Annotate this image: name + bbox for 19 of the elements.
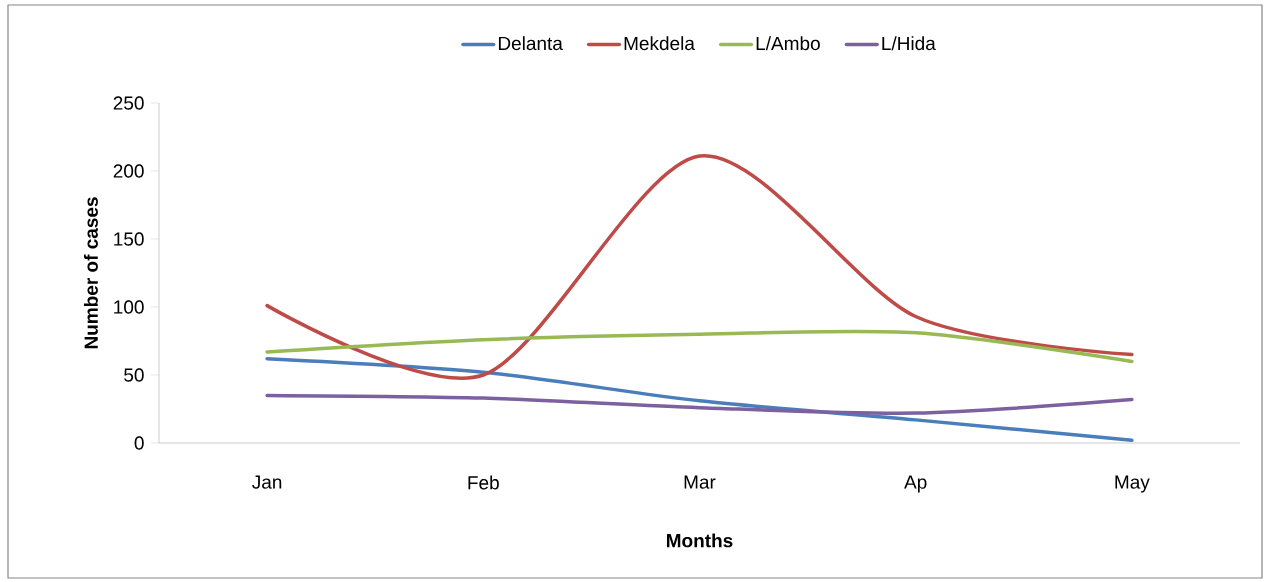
x-tick-label: Ap: [904, 475, 927, 493]
legend-label: Mekdela: [624, 36, 695, 51]
x-tick-label: Jan: [252, 475, 282, 489]
legend-label: L/Hida: [882, 36, 936, 51]
y-tick-label: 250: [113, 96, 144, 110]
y-tick-label: 0: [134, 436, 144, 450]
y-tick-label: 200: [113, 164, 144, 178]
legend-label: L/Ambo: [756, 36, 820, 51]
x-tick-label: Feb: [468, 475, 499, 490]
line-series: [265, 356, 1134, 443]
y-axis-title: Number of cases: [83, 197, 98, 349]
x-axis-title: Months: [666, 533, 733, 548]
x-tick-label: Mar: [684, 475, 716, 489]
legend-label: Delanta: [498, 36, 563, 51]
y-tick-label: 150: [114, 232, 144, 246]
x-tick-label: May: [1115, 475, 1150, 493]
y-tick-label: 100: [114, 300, 144, 314]
y-tick-label: 50: [124, 368, 144, 382]
line-series: [265, 393, 1134, 415]
